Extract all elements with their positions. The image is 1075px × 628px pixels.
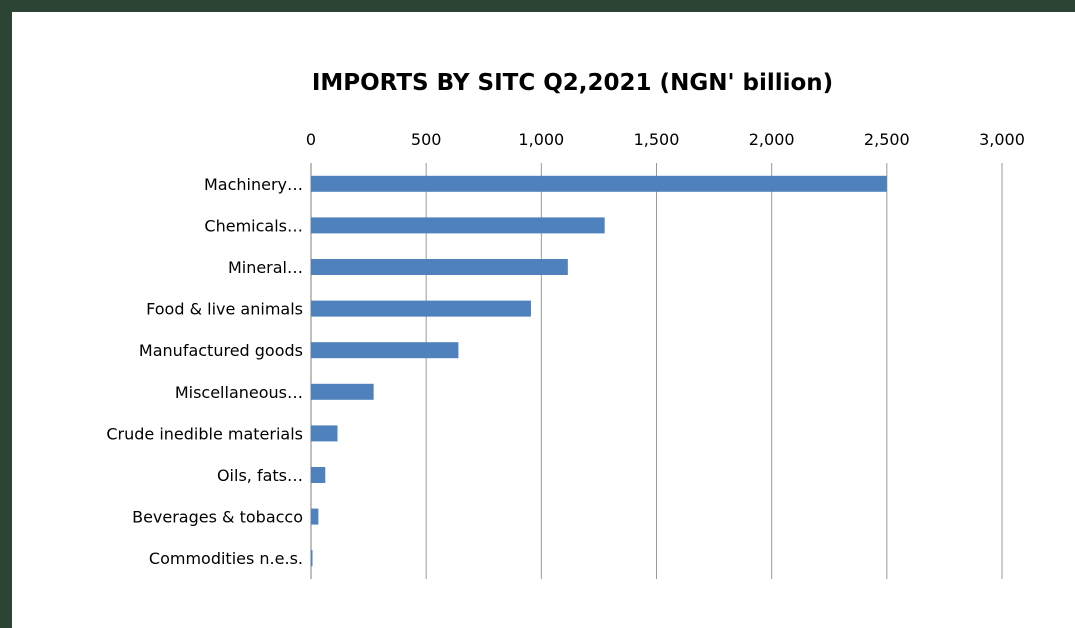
- tick-label: 1,000: [518, 130, 564, 149]
- category-label: Crude inedible materials: [106, 424, 303, 443]
- category-label: Chemicals…: [204, 216, 303, 235]
- bar: [311, 259, 568, 275]
- category-label: Mineral…: [228, 258, 303, 277]
- tick-label: 2,500: [864, 130, 910, 149]
- tick-label: 2,000: [749, 130, 795, 149]
- category-label: Food & live animals: [146, 300, 303, 319]
- bar: [311, 467, 326, 483]
- tick-label: 0: [306, 130, 316, 149]
- bar: [311, 550, 313, 567]
- category-label: Beverages & tobacco: [132, 508, 303, 527]
- tick-label: 3,000: [979, 130, 1025, 149]
- bar: [311, 342, 459, 359]
- chart-title: IMPORTS BY SITC Q2,2021 (NGN' billion): [311, 70, 834, 96]
- bar: [311, 300, 531, 317]
- category-label: Miscellaneous…: [175, 383, 303, 402]
- bar: [311, 383, 374, 400]
- tick-label: 1,500: [634, 130, 680, 149]
- bar: [311, 217, 605, 234]
- bar: [311, 175, 887, 192]
- category-label: Manufactured goods: [139, 341, 303, 360]
- category-label: Commodities n.e.s.: [149, 549, 303, 568]
- bar: [311, 425, 338, 442]
- category-label: Machinery…: [204, 175, 303, 194]
- tick-label: 500: [411, 130, 442, 149]
- bar: [311, 508, 319, 525]
- category-label: Oils, fats…: [217, 466, 303, 485]
